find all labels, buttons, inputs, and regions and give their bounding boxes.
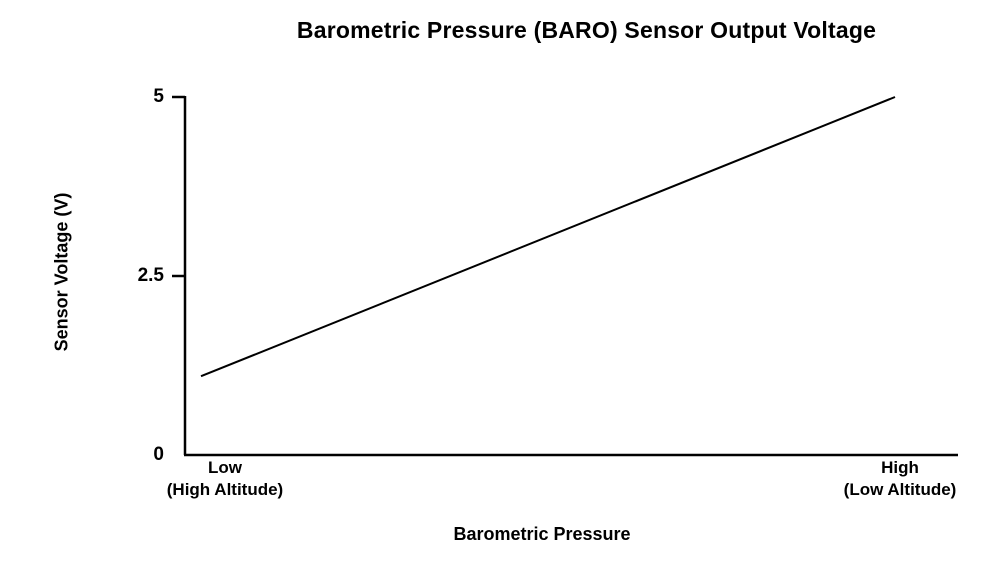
x-category-low-label: Low [208, 458, 242, 477]
y-tick-label: 2.5 [137, 265, 164, 286]
x-category-low-sublabel: (High Altitude) [166, 480, 284, 499]
x-axis-title: Barometric Pressure [453, 524, 631, 544]
x-category-high-label: High [881, 458, 919, 477]
x-category-low: Low (High Altitude) [152, 457, 298, 501]
data-line [200, 96, 896, 378]
x-category-high-sublabel: (Low Altitude) [843, 480, 957, 499]
x-category-high: High (Low Altitude) [827, 457, 973, 501]
y-tick-label: 5 [153, 86, 164, 107]
chart-title: Barometric Pressure (BARO) Sensor Output… [296, 17, 877, 43]
y-tick-label: 0 [153, 444, 164, 465]
